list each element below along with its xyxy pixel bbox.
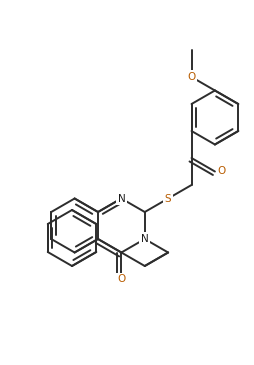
Text: O: O (117, 274, 125, 284)
Text: O: O (218, 166, 226, 177)
Text: S: S (165, 193, 171, 204)
Text: O: O (187, 72, 196, 82)
Text: N: N (118, 193, 125, 204)
Text: N: N (141, 234, 149, 244)
